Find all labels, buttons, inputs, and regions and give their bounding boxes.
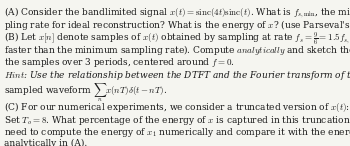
Text: faster than the minimum sampling rate). Compute $\mathit{analytically}$ and sket: faster than the minimum sampling rate). … — [4, 43, 350, 58]
Text: need to compute the energy of $x_1$ numerically and compare it with the energy o: need to compute the energy of $x_1$ nume… — [4, 126, 350, 139]
Text: (C) For our numerical experiments, we consider a truncated version of $x(t)$: $x: (C) For our numerical experiments, we co… — [4, 101, 350, 117]
Text: $\mathit{Hint}$: Use the relationship between the DTFT and the Fourier transform: $\mathit{Hint}$: Use the relationship be… — [4, 69, 350, 82]
Text: Set $T_o = 8$. What percentage of the energy of $x$ is captured in this truncati: Set $T_o = 8$. What percentage of the en… — [4, 114, 350, 127]
Text: sampled waveform $\sum_n x(nT)\delta(t - nT)$.: sampled waveform $\sum_n x(nT)\delta(t -… — [4, 81, 167, 104]
Text: pling rate for ideal reconstruction? What is the energy of $x$? (use Parseval's : pling rate for ideal reconstruction? Wha… — [4, 18, 350, 32]
Text: the samples over 3 periods, centered around $f = 0$.: the samples over 3 periods, centered aro… — [4, 56, 234, 69]
Text: analytically in (A).: analytically in (A). — [4, 139, 87, 146]
Text: (A) Consider the bandlimited signal $x(t) = \mathrm{sinc}(4t)\mathrm{sinc}(t)$. : (A) Consider the bandlimited signal $x(t… — [4, 5, 350, 20]
Text: (B) Let $x[n]$ denote samples of $x(t)$ obtained by sampling at rate $f_s = \fra: (B) Let $x[n]$ denote samples of $x(t)$ … — [4, 31, 350, 47]
